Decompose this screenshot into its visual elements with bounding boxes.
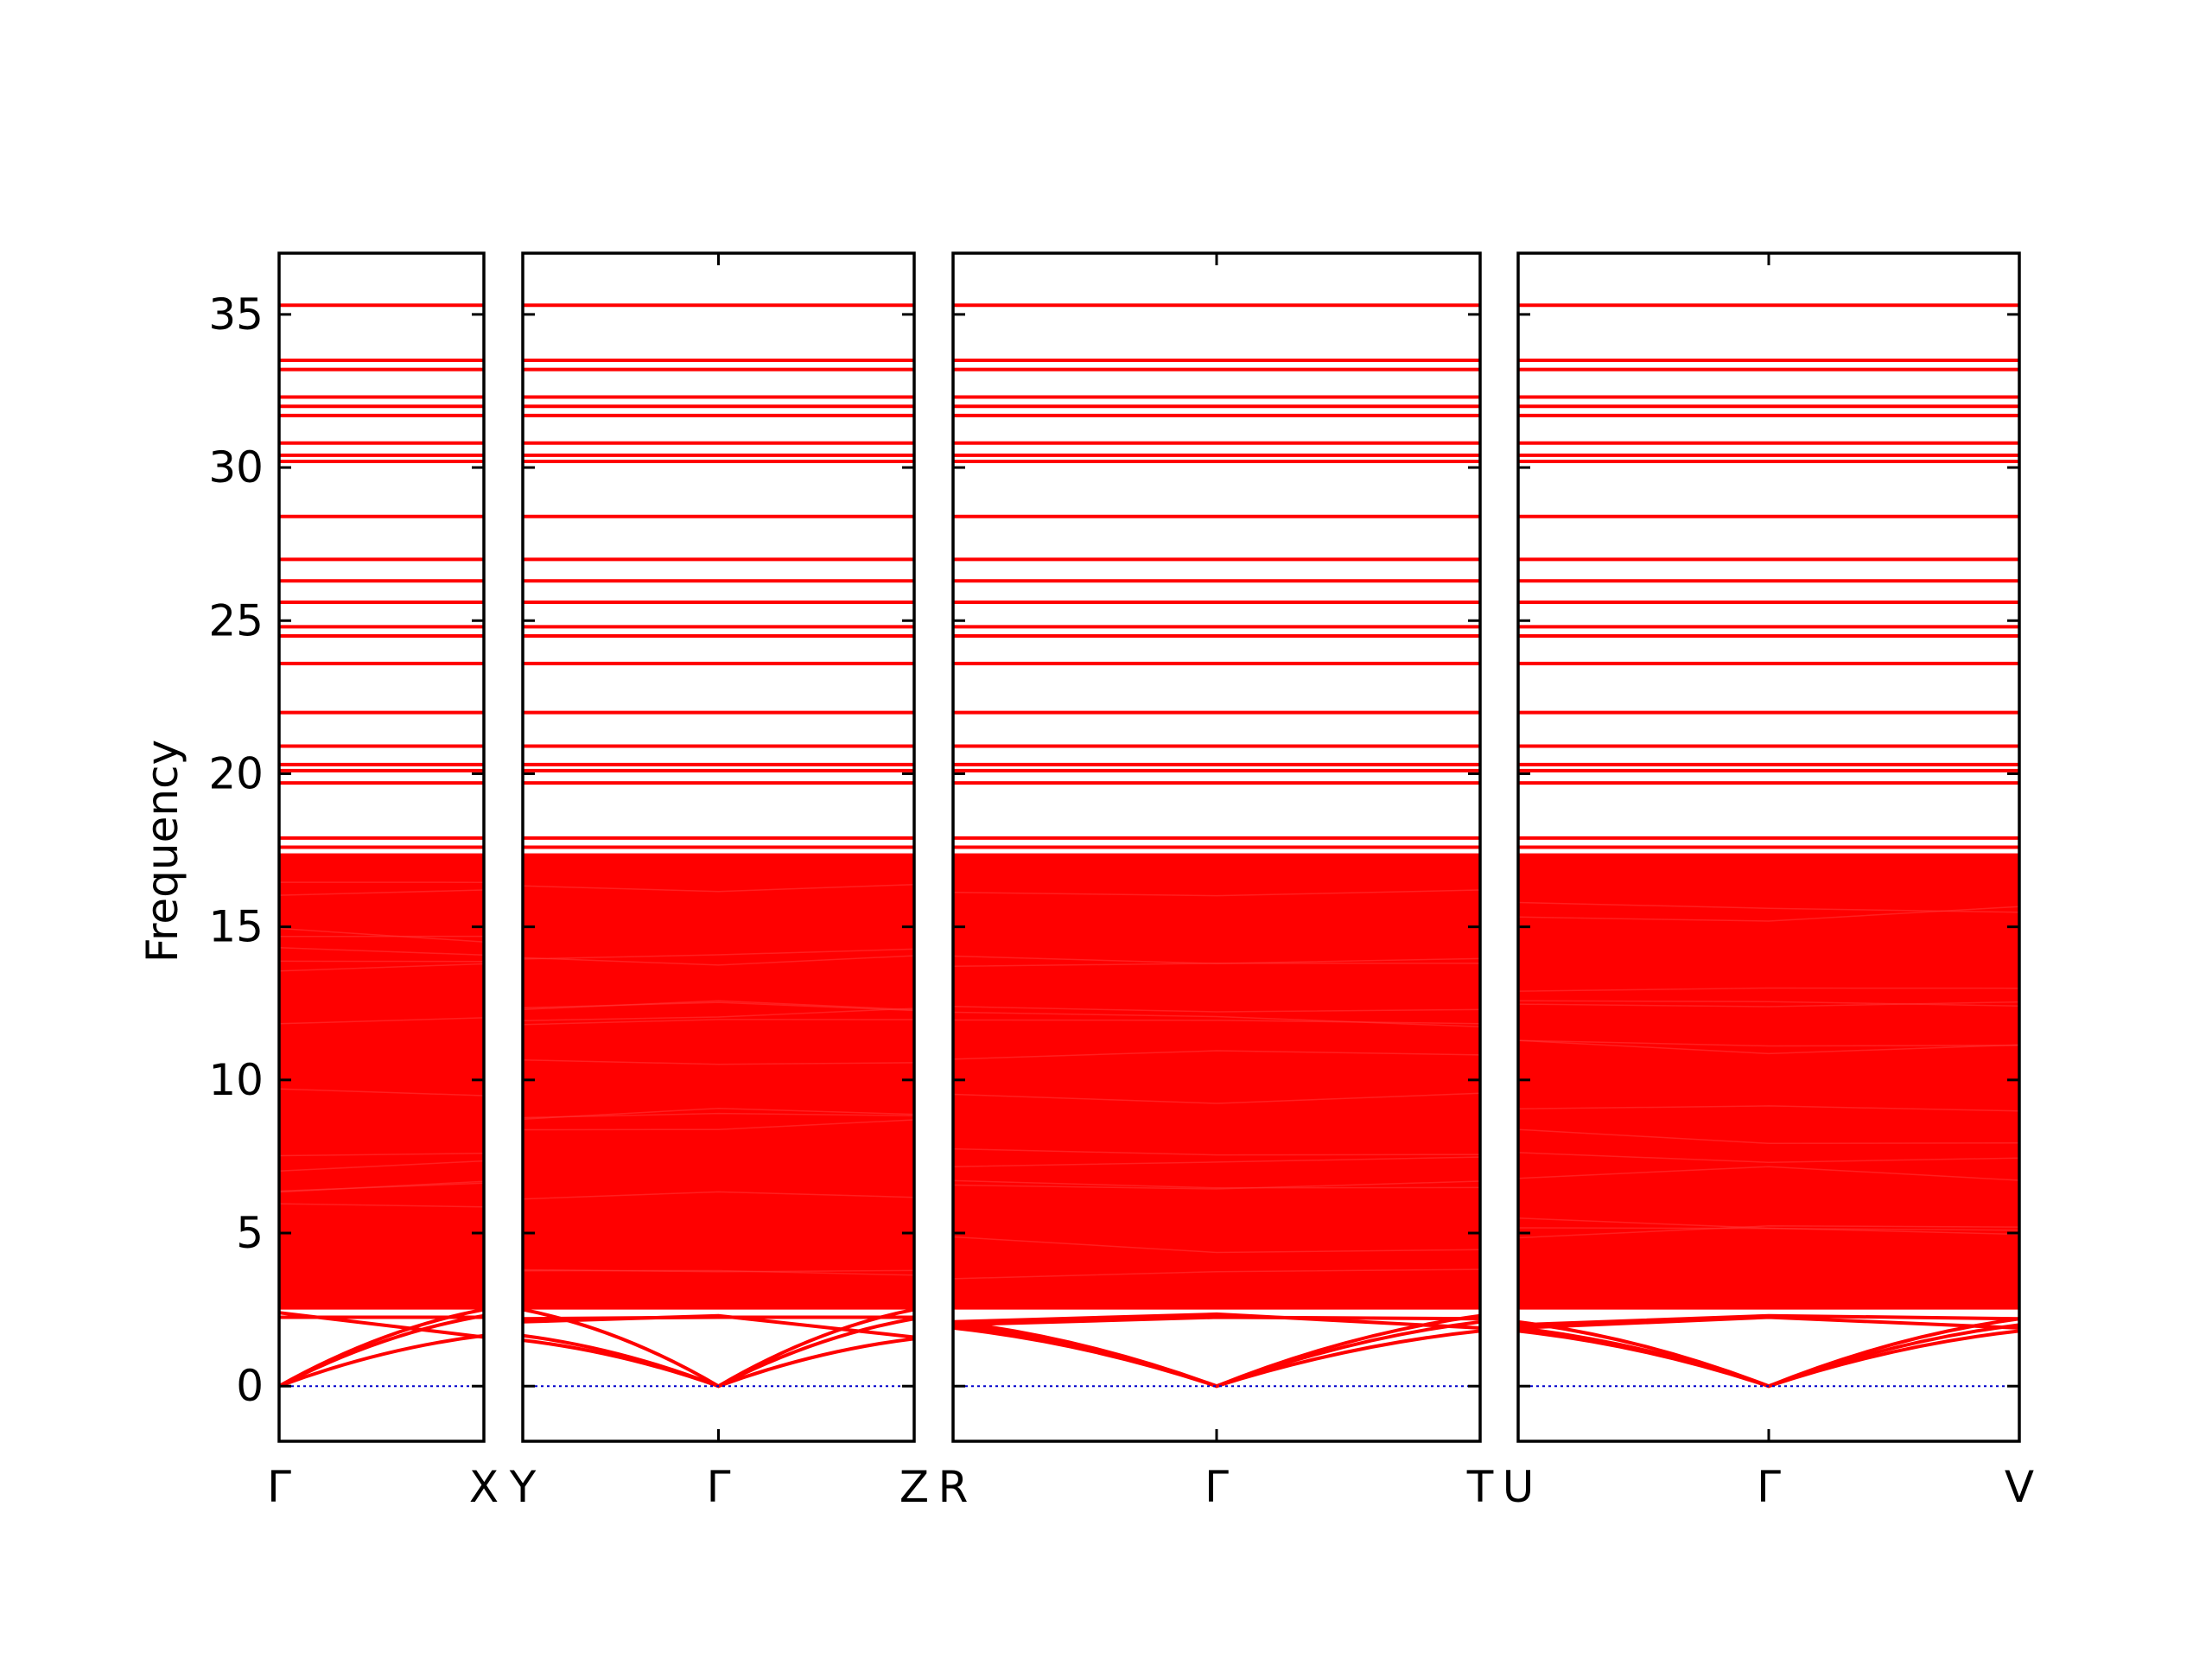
dense-band-line [279,889,484,896]
x-tick-label: T [1466,1462,1494,1512]
dense-band-line [279,1160,484,1173]
x-tick-label: Γ [707,1462,731,1512]
dense-band-line [523,1007,914,1021]
optical-branch-O2 [523,1313,914,1339]
dense-band-line [279,1017,484,1025]
dense-band-line [523,1269,914,1276]
dense-band-line [279,1153,484,1157]
y-tick-label: 30 [208,442,264,493]
dense-band-line [279,927,484,943]
y-axis-label: Frequency [137,740,188,963]
optical-branch-O2 [279,1311,484,1339]
dense-band-line [523,1119,914,1131]
dense-band-line [953,889,1480,897]
panel-frame [1516,251,2021,1443]
dense-band-line [953,963,1480,968]
y-tick-label: 10 [208,1055,264,1105]
dense-band-line [1518,1128,2019,1145]
dense-band-line [953,1050,1480,1060]
dense-band-line [1518,1039,2019,1047]
optical-branch-O2 [953,1312,1480,1330]
dense-band-region [953,853,1480,1310]
x-tick-label: Γ [267,1462,291,1512]
dense-band-line [953,1179,1480,1189]
dense-band-line [953,1180,1480,1190]
dense-band-line [523,1019,914,1026]
dense-band-line [279,1182,484,1192]
y-tick-label: 5 [236,1208,264,1258]
y-tick-label: 0 [236,1361,264,1411]
panel-content [523,303,914,1389]
x-tick-label: U [1503,1462,1535,1512]
x-tick-label: R [938,1462,969,1512]
panel-frame [521,251,916,1443]
dense-band-region [279,853,484,1310]
dense-band-line [953,1019,1480,1025]
dense-band-line [523,955,914,966]
dense-band-line [953,1236,1480,1254]
dense-band-line [1518,901,2019,913]
panel-content [953,303,1480,1389]
dense-band-line [1518,1152,2019,1163]
panel-content [1518,303,2019,1389]
panel-frame [951,251,1482,1443]
y-axis: 0 5 10 15 20 25 30 35 [208,289,264,1411]
acoustic-branch-LA [279,1307,484,1388]
dense-band-line [523,948,914,960]
y-tick-label: 25 [208,595,264,645]
x-tick-label: V [2005,1462,2034,1512]
optical-branch-O2 [1518,1315,2019,1330]
x-tick-label: Y [509,1462,537,1512]
dense-band-line [1518,1001,2019,1007]
dense-band-line [953,1006,1480,1013]
dense-band-line [953,1011,1480,1028]
dense-band-line [1518,1105,2019,1112]
acoustic-branch-LA [953,1313,1480,1389]
dense-band-line [953,1268,1480,1280]
acoustic-branch-TA2 [953,1319,1480,1389]
dense-band-line [523,1001,914,1012]
x-tick-label: Γ [1757,1462,1781,1512]
dense-band-line [279,1088,484,1096]
x-tick-label: Z [899,1462,929,1512]
dense-band-line [1518,1000,2019,1007]
dense-band-line [523,883,914,893]
dense-band-line [279,963,484,972]
y-tick-label: 35 [208,289,264,340]
optical-branch-O1 [953,1315,1480,1327]
dense-band-line [1518,1227,2019,1231]
dense-band-line [953,1092,1480,1104]
dense-band-line [279,947,484,957]
dense-band-line [523,1191,914,1200]
x-tick-label: Γ [1205,1462,1229,1512]
dense-band-line [523,1107,914,1120]
dense-band-line [1518,1039,2019,1055]
dense-band-region [523,853,914,1310]
acoustic-branch-LA [1518,1317,2019,1389]
panel-content [279,303,484,1389]
y-tick-label: 15 [208,902,264,952]
dense-band-line [953,1156,1480,1167]
dense-band-region [1518,853,2019,1310]
dense-band-line [953,1147,1480,1156]
x-tick-label: X [469,1462,499,1512]
dense-band-line [1518,1166,2019,1181]
dense-band-line [523,1058,914,1065]
acoustic-branch-TA1 [279,1333,484,1389]
dense-band-line [1518,987,2019,992]
y-tick-label: 20 [208,748,264,798]
dense-band-line [523,1112,914,1119]
dense-band-line [279,1203,484,1208]
panel-frame [277,251,486,1443]
acoustic-branch-TA2 [523,1317,914,1389]
dense-band-line [1518,1225,2019,1239]
